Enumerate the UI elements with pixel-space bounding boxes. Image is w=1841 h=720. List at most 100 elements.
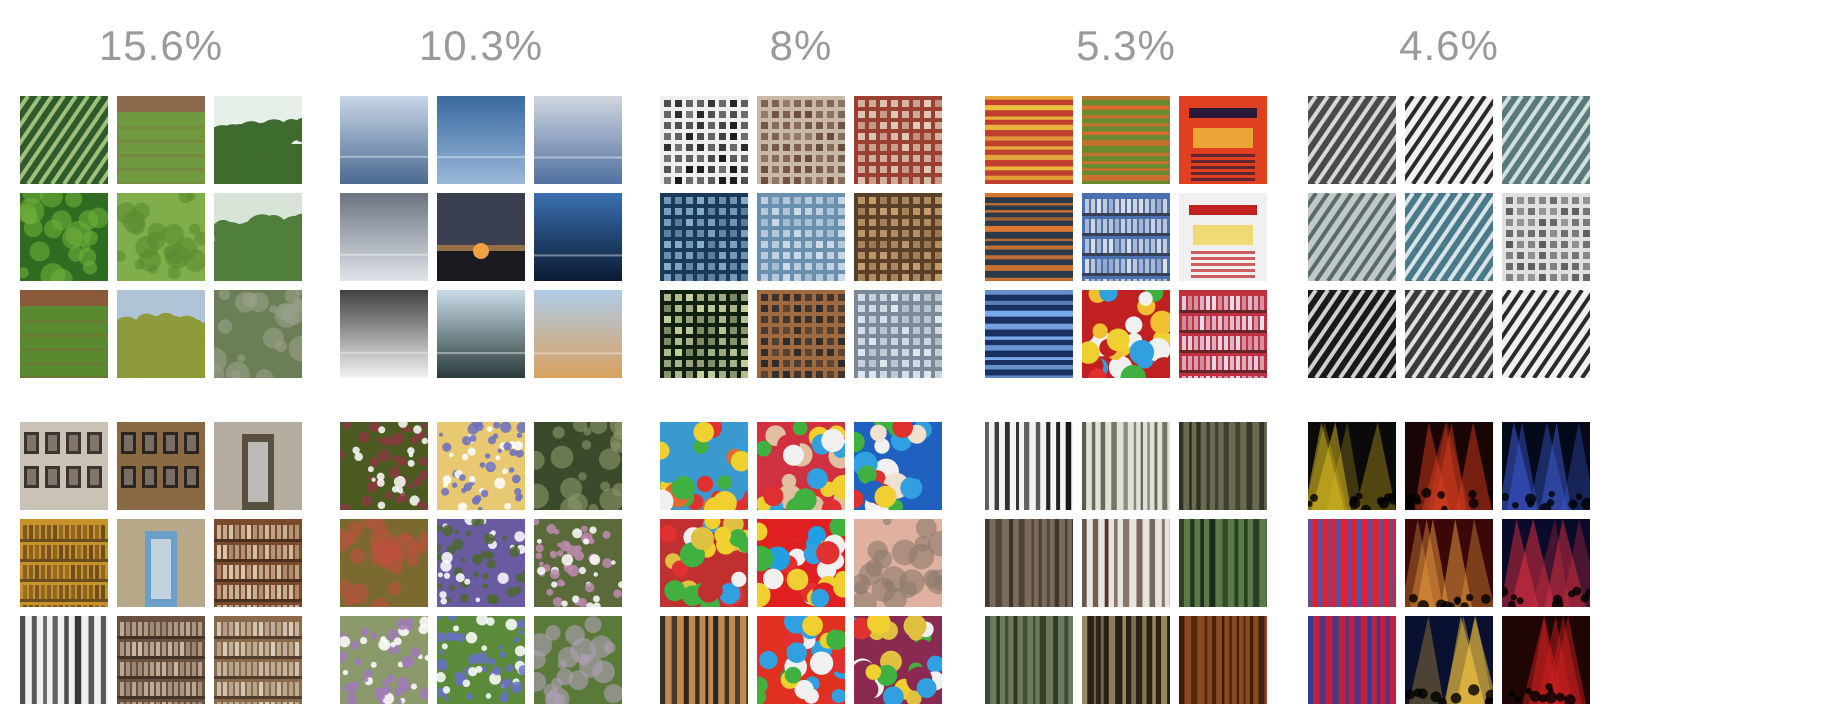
dense-leaves-thumbnail <box>20 193 108 281</box>
wildflowers-thumbnail <box>340 616 428 704</box>
pink-blossoms-thumbnail <box>534 519 622 607</box>
glass-ceiling-thumbnail-image <box>1502 96 1590 184</box>
gumballs-thumbnail-image <box>757 616 845 704</box>
reeds-thumbnail-image <box>985 616 1073 704</box>
gallery-frames-thumbnail <box>20 422 108 510</box>
diagonal-crop-rows-thumbnail <box>20 96 108 184</box>
cluster-percentage: 5.3% <box>1076 22 1176 69</box>
yellow-cabinet-thumbnail <box>20 519 108 607</box>
escalator-stripes-thumbnail-image <box>20 616 108 704</box>
sunset-thumbnail-image <box>437 193 525 281</box>
bamboo-grove-thumbnail-image <box>1179 519 1267 607</box>
striped-fabric-thumbnail <box>985 96 1073 184</box>
top-thumbnail-grid <box>985 96 1267 378</box>
lavender-thumbnail <box>437 519 525 607</box>
wooden-grid-thumbnail-image <box>854 193 942 281</box>
island-lake-thumbnail-image <box>437 290 525 378</box>
steel-roof-thumbnail-image <box>1308 96 1396 184</box>
supermarket-shelf-thumbnail <box>1082 193 1170 281</box>
atrium-thumbnail <box>1502 193 1590 281</box>
curved-facade-thumbnail <box>1405 193 1493 281</box>
cluster-column: 15.6% <box>20 0 320 720</box>
stage-lights-thumbnail <box>1308 422 1396 510</box>
office-tower-thumbnail-image <box>757 193 845 281</box>
drink-shelves-thumbnail-image <box>1179 290 1267 378</box>
cluster-column: 8% <box>660 0 960 720</box>
blue-lights-thumbnail-image <box>985 290 1073 378</box>
fog-gradient-thumbnail <box>340 290 428 378</box>
shadow-pattern-thumbnail-image <box>1308 290 1396 378</box>
streetlamp-facade-thumbnail <box>757 290 845 378</box>
candles-red-thumbnail <box>1405 519 1493 607</box>
party-flyer-thumbnail-image <box>1179 193 1267 281</box>
bw-icicles-thumbnail-image <box>985 422 1073 510</box>
bottom-thumbnail-grid <box>660 422 942 704</box>
mixer-knobs-thumbnail <box>660 616 748 704</box>
meadow-thumbnail-image <box>534 616 622 704</box>
grey-sky-water-thumbnail-image <box>534 96 622 184</box>
mixer-knobs-thumbnail-image <box>660 616 748 704</box>
striped-fabric-thumbnail-image <box>985 96 1073 184</box>
colored-panels-thumbnail <box>1308 519 1396 607</box>
confetti-dots-thumbnail-image <box>437 422 525 510</box>
ball-pit-thumbnail <box>660 422 748 510</box>
bottom-thumbnail-grid <box>1308 422 1590 704</box>
skyscrapers-thumbnail <box>854 290 942 378</box>
night-sea-thumbnail <box>534 193 622 281</box>
bw-structure-thumbnail-image <box>1405 96 1493 184</box>
candy-poster-thumbnail-image <box>1082 290 1170 378</box>
dark-clouds-thumbnail <box>340 193 428 281</box>
abstract-waves-thumbnail-image <box>985 193 1073 281</box>
doorway-frame-thumbnail <box>214 422 302 510</box>
forest-floor-thumbnail <box>534 422 622 510</box>
dome-pattern-thumbnail-image <box>1502 290 1590 378</box>
yarn-stripes-thumbnail <box>1082 96 1170 184</box>
party-flyer-thumbnail <box>1179 193 1267 281</box>
child-ball-pit-thumbnail-image <box>757 422 845 510</box>
bushes-sky-thumbnail-image <box>214 96 302 184</box>
townhouses-thumbnail-image <box>757 96 845 184</box>
brick-building-thumbnail-image <box>854 96 942 184</box>
tree-bark-thumbnail <box>1082 519 1170 607</box>
top-thumbnail-grid <box>340 96 622 378</box>
framed-wall-thumbnail <box>117 422 205 510</box>
dense-leaves-thumbnail-image <box>20 193 108 281</box>
red-leaves-thumbnail-image <box>340 519 428 607</box>
night-building-thumbnail-image <box>660 290 748 378</box>
wild-shrubs-thumbnail <box>214 290 302 378</box>
colored-panels-thumbnail-image <box>1308 519 1396 607</box>
sunset-thumbnail <box>437 193 525 281</box>
blue-lights-thumbnail <box>985 290 1073 378</box>
bamboo-grove-thumbnail <box>1179 519 1267 607</box>
olives-thumbnail <box>340 422 428 510</box>
yellow-tree-thumbnail <box>117 290 205 378</box>
atrium-thumbnail-image <box>1502 193 1590 281</box>
cluster-percentage: 15.6% <box>98 22 224 69</box>
skyscrapers-thumbnail-image <box>854 290 942 378</box>
ball-pit-thumbnail-image <box>660 422 748 510</box>
spiral-stair-thumbnail-image <box>1405 290 1493 378</box>
pink-blossoms-thumbnail-image <box>534 519 622 607</box>
lavender-thumbnail-image <box>437 519 525 607</box>
brick-building-thumbnail <box>854 96 942 184</box>
bottom-thumbnail-grid <box>985 422 1267 704</box>
supermarket-shelf-thumbnail-image <box>1082 193 1170 281</box>
forest-floor-thumbnail-image <box>534 422 622 510</box>
child-ball-pit-thumbnail <box>757 422 845 510</box>
red-stage-thumbnail <box>1502 616 1590 704</box>
wine-shelves-thumbnail <box>214 519 302 607</box>
castle-fireworks-thumbnail <box>1502 519 1590 607</box>
wood-grain-thumbnail <box>1179 616 1267 704</box>
townhouses-thumbnail <box>757 96 845 184</box>
easter-eggs-thumbnail <box>660 519 748 607</box>
colorful-balls-thumbnail-image <box>757 519 845 607</box>
reeds-thumbnail <box>985 616 1073 704</box>
bookshelf-door-thumbnail <box>117 519 205 607</box>
tree-bark-thumbnail-image <box>1082 519 1170 607</box>
candles-red-thumbnail-image <box>1405 519 1493 607</box>
forest-figure-thumbnail-image <box>1179 422 1267 510</box>
top-thumbnail-grid <box>660 96 942 378</box>
farm-furrows-thumbnail-image <box>20 290 108 378</box>
store-shelves-thumbnail-image <box>214 616 302 704</box>
glass-facade-thumbnail-image <box>660 193 748 281</box>
